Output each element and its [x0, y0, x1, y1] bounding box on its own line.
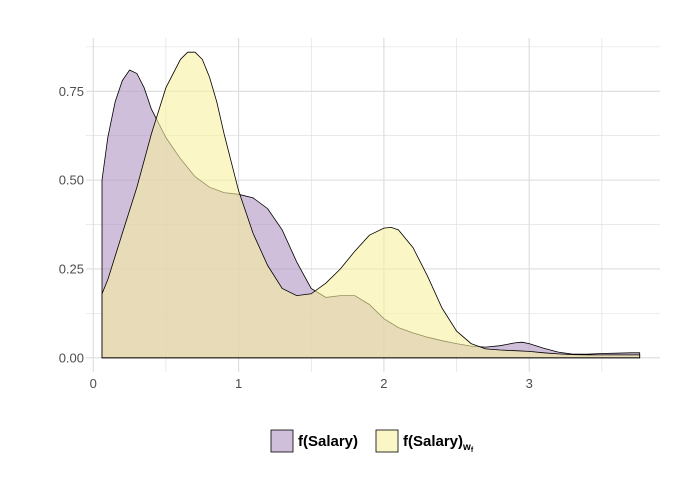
axis-ticks: 0 1 2 3 0.00 0.25 0.50 0.75 — [59, 84, 533, 391]
y-tick-label: 0.25 — [59, 261, 84, 276]
x-tick-label: 3 — [526, 376, 533, 391]
legend-key-series-1 — [270, 429, 294, 453]
y-tick-label: 0.75 — [59, 84, 84, 99]
x-tick-label: 0 — [90, 376, 97, 391]
legend-key-series-2 — [375, 429, 399, 453]
density-areas — [101, 51, 641, 359]
y-tick-label: 0.50 — [59, 173, 84, 188]
y-tick-label: 0.00 — [59, 350, 84, 365]
legend-label-series-2: f(Salary)wf — [403, 433, 474, 454]
legend-label-series-1: f(Salary) — [298, 433, 358, 450]
legend: f(Salary) f(Salary)wf — [270, 429, 474, 454]
x-tick-label: 2 — [380, 376, 387, 391]
density-area-series-2 — [101, 51, 641, 359]
x-tick-label: 1 — [235, 376, 242, 391]
